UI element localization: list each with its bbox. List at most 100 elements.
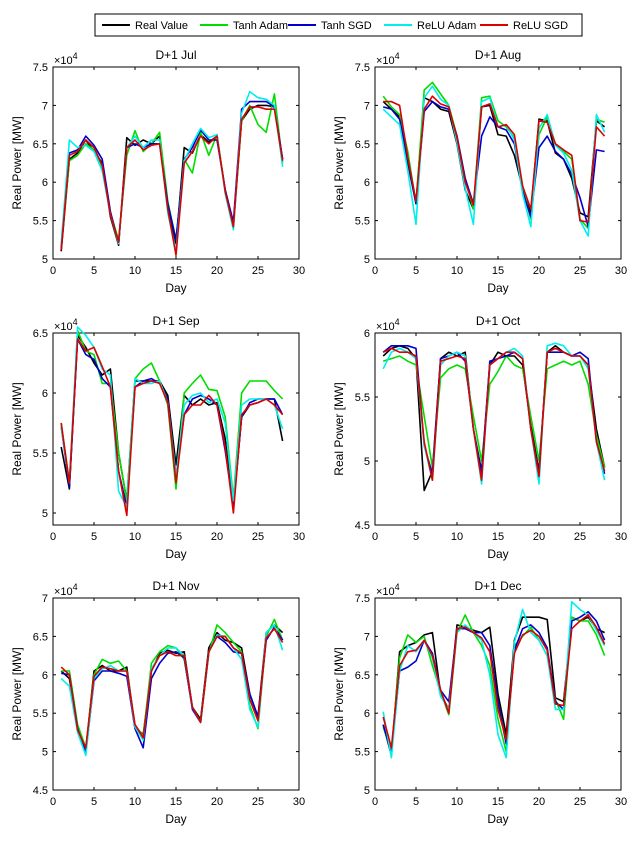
x-tick-label: 25 — [252, 796, 264, 808]
x-tick-label: 0 — [50, 796, 56, 808]
y-tick-label: 4.5 — [33, 785, 48, 797]
exponent-label: ×104 — [376, 317, 400, 333]
series-line-4 — [60, 627, 284, 749]
legend-box — [94, 13, 583, 37]
exponent-base: ×10 — [376, 586, 395, 598]
exponent-power: 4 — [73, 317, 78, 327]
x-tick-label: 10 — [129, 796, 141, 808]
y-tick-label: 7 — [42, 593, 48, 605]
y-tick-label: 5 — [364, 785, 370, 797]
y-tick-label: 7.5 — [33, 62, 48, 74]
x-tick-label: 10 — [451, 531, 463, 543]
y-tick-label: 5.5 — [33, 708, 48, 720]
x-tick-label: 10 — [129, 531, 141, 543]
x-axis-label: Day — [487, 812, 508, 826]
y-tick-label: 6 — [42, 388, 48, 400]
exponent-label: ×104 — [54, 317, 78, 333]
y-tick-label: 5.5 — [33, 448, 48, 460]
exponent-power: 4 — [73, 582, 78, 592]
y-tick-label: 7 — [364, 631, 370, 643]
y-tick-label: 5 — [42, 254, 48, 266]
y-tick-label: 5.5 — [33, 216, 48, 228]
y-tick-label: 6 — [42, 670, 48, 682]
series-line-2 — [60, 100, 284, 250]
legend-entry: ReLU SGD — [480, 20, 568, 32]
x-tick-label: 5 — [91, 796, 97, 808]
x-tick-label: 0 — [50, 531, 56, 543]
exponent-power: 4 — [395, 317, 400, 327]
x-tick-label: 5 — [91, 531, 97, 543]
x-tick-label: 30 — [293, 796, 305, 808]
plot-area — [52, 597, 300, 791]
y-tick-label: 5 — [364, 456, 370, 468]
y-tick-label: 6 — [42, 177, 48, 189]
y-axis-label: Real Power [MW] — [332, 647, 346, 740]
x-tick-label: 25 — [252, 265, 264, 277]
x-tick-label: 20 — [211, 265, 223, 277]
x-tick-label: 20 — [211, 796, 223, 808]
x-tick-label: 20 — [211, 531, 223, 543]
exponent-power: 4 — [73, 51, 78, 61]
x-tick-label: 25 — [574, 796, 586, 808]
plot-area — [52, 332, 300, 526]
plot-area — [52, 66, 300, 260]
x-axis-label: Day — [165, 281, 186, 295]
y-axis-label: Real Power [MW] — [332, 116, 346, 209]
x-axis-label: Day — [487, 281, 508, 295]
exponent-label: ×104 — [376, 51, 400, 67]
legend-entry: Tanh Adam — [200, 20, 288, 32]
legend-label: Real Value — [135, 20, 188, 32]
chart-title: D+1 Nov — [152, 579, 199, 593]
series-line-3 — [60, 624, 284, 757]
y-tick-label: 6 — [364, 177, 370, 189]
chart-title: D+1 Aug — [475, 48, 521, 62]
series-line-4 — [60, 106, 284, 256]
series-line-4 — [383, 95, 606, 223]
x-tick-label: 10 — [451, 265, 463, 277]
y-tick-label: 6.5 — [33, 631, 48, 643]
y-tick-label: 5.5 — [355, 216, 370, 228]
x-tick-label: 30 — [615, 796, 627, 808]
legend: Real Value Tanh Adam Tanh SGD ReLU Adam ReLU… — [94, 13, 583, 37]
exponent-base: ×10 — [376, 321, 395, 333]
x-tick-label: 30 — [293, 265, 305, 277]
x-tick-label: 25 — [574, 265, 586, 277]
y-tick-label: 7.5 — [355, 62, 370, 74]
x-tick-label: 15 — [170, 796, 182, 808]
y-tick-label: 7.5 — [355, 593, 370, 605]
exponent-base: ×10 — [54, 321, 73, 333]
x-tick-label: 0 — [372, 796, 378, 808]
x-tick-label: 15 — [170, 531, 182, 543]
legend-label: ReLU SGD — [513, 20, 568, 32]
x-tick-label: 5 — [413, 265, 419, 277]
y-axis-label: Real Power [MW] — [10, 382, 24, 475]
x-tick-label: 0 — [372, 265, 378, 277]
exponent-base: ×10 — [54, 55, 73, 67]
y-tick-label: 6.5 — [355, 670, 370, 682]
y-tick-label: 6.5 — [355, 139, 370, 151]
series-line-4 — [382, 614, 606, 749]
chart-title: D+1 Dec — [474, 579, 521, 593]
x-tick-label: 25 — [252, 531, 264, 543]
legend-entry: Tanh SGD — [288, 20, 372, 32]
x-tick-label: 15 — [492, 796, 504, 808]
exponent-label: ×104 — [376, 582, 400, 598]
x-tick-label: 15 — [492, 265, 504, 277]
exponent-base: ×10 — [376, 55, 395, 67]
y-tick-label: 5.5 — [355, 747, 370, 759]
x-tick-label: 30 — [615, 531, 627, 543]
x-tick-label: 15 — [492, 531, 504, 543]
y-tick-label: 5 — [42, 508, 48, 520]
plot-area — [374, 66, 622, 260]
series-line-4 — [382, 347, 606, 482]
x-tick-label: 0 — [50, 265, 56, 277]
y-tick-label: 5 — [364, 254, 370, 266]
y-axis-label: Real Power [MW] — [10, 116, 24, 209]
exponent-power: 4 — [395, 51, 400, 61]
y-tick-label: 4.5 — [355, 520, 370, 532]
